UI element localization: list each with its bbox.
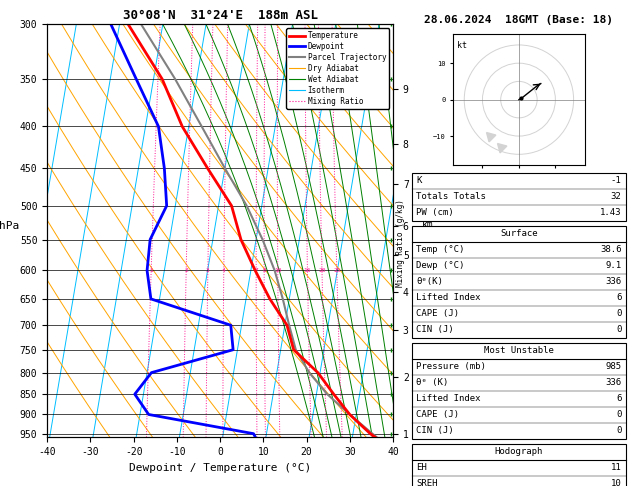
- Text: K: K: [416, 176, 422, 185]
- Text: CIN (J): CIN (J): [416, 426, 454, 435]
- Text: CAPE (J): CAPE (J): [416, 410, 459, 419]
- Text: Pressure (mb): Pressure (mb): [416, 362, 486, 371]
- Text: θᵉ(K): θᵉ(K): [416, 277, 443, 286]
- Text: 20: 20: [318, 268, 326, 273]
- Text: θᵉ (K): θᵉ (K): [416, 378, 448, 387]
- Text: 7: 7: [254, 268, 258, 273]
- Title: 30°08'N  31°24'E  188m ASL: 30°08'N 31°24'E 188m ASL: [123, 9, 318, 22]
- Text: Lifted Index: Lifted Index: [416, 394, 481, 403]
- Text: 1.43: 1.43: [600, 208, 621, 217]
- Text: 10: 10: [611, 479, 621, 486]
- Text: Mixing Ratio (g/kg): Mixing Ratio (g/kg): [396, 199, 405, 287]
- Text: 1: 1: [149, 268, 153, 273]
- Text: 336: 336: [605, 277, 621, 286]
- Text: CIN (J): CIN (J): [416, 325, 454, 334]
- Text: CAPE (J): CAPE (J): [416, 309, 459, 318]
- Text: 9.1: 9.1: [605, 261, 621, 270]
- Text: EH: EH: [416, 463, 427, 472]
- Text: Surface: Surface: [500, 229, 538, 238]
- Text: 8: 8: [262, 268, 266, 273]
- Text: Dewp (°C): Dewp (°C): [416, 261, 465, 270]
- Y-axis label: km
ASL: km ASL: [420, 220, 437, 242]
- Text: 0: 0: [616, 426, 621, 435]
- Text: 6: 6: [616, 394, 621, 403]
- Text: Totals Totals: Totals Totals: [416, 192, 486, 201]
- Text: 0: 0: [616, 309, 621, 318]
- Text: 28.06.2024  18GMT (Base: 18): 28.06.2024 18GMT (Base: 18): [425, 15, 613, 25]
- Text: kt: kt: [457, 41, 467, 51]
- Y-axis label: hPa: hPa: [0, 221, 19, 231]
- Text: Lifted Index: Lifted Index: [416, 293, 481, 302]
- Text: Most Unstable: Most Unstable: [484, 346, 554, 355]
- Text: 3: 3: [206, 268, 209, 273]
- Text: Hodograph: Hodograph: [495, 447, 543, 456]
- Text: 0: 0: [616, 410, 621, 419]
- Text: 11: 11: [611, 463, 621, 472]
- Text: -1: -1: [611, 176, 621, 185]
- Text: 6: 6: [616, 293, 621, 302]
- Text: 25: 25: [333, 268, 340, 273]
- Text: 38.6: 38.6: [600, 245, 621, 254]
- Text: 10: 10: [274, 268, 282, 273]
- Text: © weatheronline.co.uk: © weatheronline.co.uk: [467, 467, 571, 476]
- Text: 16: 16: [304, 268, 311, 273]
- Text: PW (cm): PW (cm): [416, 208, 454, 217]
- Legend: Temperature, Dewpoint, Parcel Trajectory, Dry Adiabat, Wet Adiabat, Isotherm, Mi: Temperature, Dewpoint, Parcel Trajectory…: [286, 28, 389, 109]
- Text: 0: 0: [616, 325, 621, 334]
- Text: 2: 2: [184, 268, 188, 273]
- Text: 32: 32: [611, 192, 621, 201]
- Text: 985: 985: [605, 362, 621, 371]
- Text: SREH: SREH: [416, 479, 438, 486]
- Text: Temp (°C): Temp (°C): [416, 245, 465, 254]
- Text: 336: 336: [605, 378, 621, 387]
- X-axis label: Dewpoint / Temperature (°C): Dewpoint / Temperature (°C): [129, 463, 311, 473]
- Text: 4: 4: [222, 268, 226, 273]
